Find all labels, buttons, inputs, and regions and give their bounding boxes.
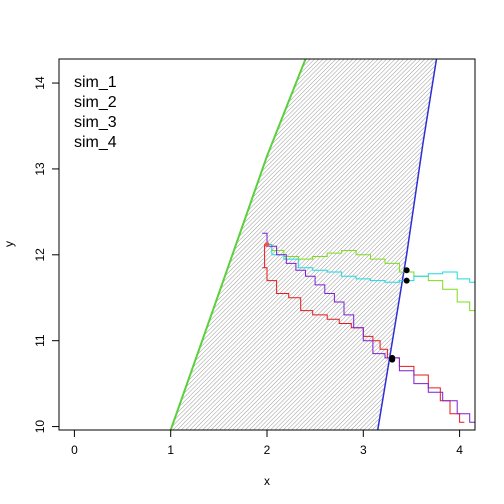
y-tick-label: 10 bbox=[33, 420, 47, 434]
endpoint-sim_4 bbox=[389, 354, 396, 361]
x-tick-label: 3 bbox=[360, 443, 367, 457]
series-line-sim_3 bbox=[267, 244, 475, 283]
y-tick-label: 12 bbox=[33, 248, 47, 262]
plot-area bbox=[58, 58, 476, 431]
region-fill bbox=[170, 59, 437, 430]
right-boundary-line bbox=[377, 59, 438, 430]
x-tick-label: 2 bbox=[264, 443, 271, 457]
y-axis: 10 11 12 13 14 bbox=[33, 76, 60, 434]
legend-entry-sim_3: sim_3 bbox=[74, 114, 117, 131]
endpoint-layer bbox=[264, 242, 410, 363]
x-axis-title: x bbox=[264, 474, 270, 488]
endpoint-sim_3 bbox=[403, 277, 410, 284]
legend-entry-sim_4: sim_4 bbox=[74, 134, 117, 151]
legend-entry-sim_1: sim_1 bbox=[74, 74, 117, 91]
y-tick-label: 11 bbox=[33, 334, 47, 347]
endpoint-sim_2 bbox=[403, 267, 410, 274]
x-tick-label: 4 bbox=[456, 443, 463, 457]
y-axis-title: y bbox=[2, 241, 16, 247]
series-line-sim_4 bbox=[262, 232, 475, 423]
x-tick-label: 1 bbox=[167, 443, 174, 457]
y-tick-label: 14 bbox=[33, 76, 47, 90]
left-boundary-line bbox=[169, 59, 307, 430]
series-layer bbox=[262, 232, 475, 423]
legend-entry-sim_2: sim_2 bbox=[74, 94, 117, 111]
feasible-region bbox=[169, 59, 438, 430]
x-tick-label: 0 bbox=[71, 443, 78, 457]
start-point bbox=[264, 242, 270, 247]
series-line-sim_2 bbox=[267, 244, 475, 312]
y-tick-label: 13 bbox=[33, 162, 47, 176]
legend: sim_1 sim_2 sim_3 sim_4 bbox=[74, 74, 117, 151]
x-axis: 0 1 2 3 4 bbox=[71, 429, 463, 457]
